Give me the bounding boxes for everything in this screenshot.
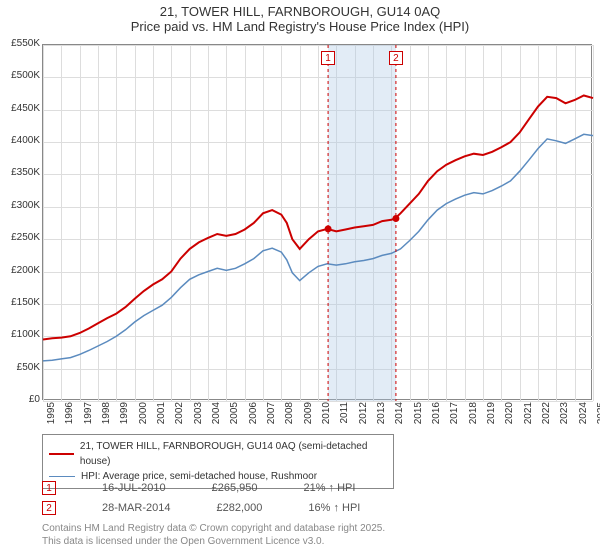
- txn-dot: [325, 225, 332, 232]
- x-tick-label: 2009: [303, 402, 314, 432]
- txn-dot: [392, 215, 399, 222]
- txn-number-box: 1: [321, 51, 335, 65]
- y-tick-label: £350K: [0, 167, 40, 178]
- y-tick-label: £150K: [0, 297, 40, 308]
- chart-title: 21, TOWER HILL, FARNBOROUGH, GU14 0AQ: [0, 4, 600, 19]
- y-tick-label: £200K: [0, 265, 40, 276]
- x-tick-label: 2011: [339, 402, 350, 432]
- y-tick-label: £300K: [0, 200, 40, 211]
- y-tick-label: £0: [0, 394, 40, 405]
- txn-delta: 16% ↑ HPI: [308, 502, 360, 514]
- x-tick-label: 2023: [559, 402, 570, 432]
- chart-subtitle: Price paid vs. HM Land Registry's House …: [0, 19, 600, 34]
- x-tick-label: 2000: [138, 402, 149, 432]
- x-tick-label: 2005: [229, 402, 240, 432]
- footer-line-2: This data is licensed under the Open Gov…: [42, 535, 385, 548]
- x-tick-label: 2020: [504, 402, 515, 432]
- x-tick-label: 1997: [83, 402, 94, 432]
- x-tick-label: 1996: [64, 402, 75, 432]
- txn-date: 16-JUL-2010: [102, 482, 166, 494]
- line-chart-svg: [43, 45, 593, 401]
- plot-area: 12: [42, 44, 592, 400]
- series-line: [43, 96, 593, 340]
- x-tick-label: 2004: [211, 402, 222, 432]
- x-tick-label: 2021: [523, 402, 534, 432]
- txn-delta: 21% ↑ HPI: [303, 482, 355, 494]
- txn-price: £282,000: [216, 502, 262, 514]
- y-tick-label: £250K: [0, 232, 40, 243]
- x-tick-label: 2007: [266, 402, 277, 432]
- x-tick-label: 2010: [321, 402, 332, 432]
- x-tick-label: 2015: [413, 402, 424, 432]
- x-tick-label: 2025: [596, 402, 600, 432]
- title-block: 21, TOWER HILL, FARNBOROUGH, GU14 0AQ Pr…: [0, 0, 600, 36]
- x-tick-label: 2018: [468, 402, 479, 432]
- y-tick-label: £50K: [0, 362, 40, 373]
- x-tick-label: 2008: [284, 402, 295, 432]
- x-tick-label: 2022: [541, 402, 552, 432]
- y-tick-label: £400K: [0, 135, 40, 146]
- table-row: 1 16-JUL-2010 £265,950 21% ↑ HPI: [42, 478, 360, 498]
- txn-price: £265,950: [212, 482, 258, 494]
- x-tick-label: 1995: [46, 402, 57, 432]
- x-tick-label: 2013: [376, 402, 387, 432]
- x-tick-label: 1998: [101, 402, 112, 432]
- x-tick-label: 2001: [156, 402, 167, 432]
- x-tick-label: 2012: [358, 402, 369, 432]
- chart-container: 21, TOWER HILL, FARNBOROUGH, GU14 0AQ Pr…: [0, 0, 600, 560]
- y-tick-label: £550K: [0, 38, 40, 49]
- x-tick-label: 2024: [578, 402, 589, 432]
- x-tick-label: 2019: [486, 402, 497, 432]
- txn-number-box: 2: [389, 51, 403, 65]
- series-line: [43, 134, 593, 361]
- txn-marker-2: 2: [42, 501, 56, 515]
- x-tick-label: 2002: [174, 402, 185, 432]
- x-tick-label: 2003: [193, 402, 204, 432]
- x-tick-label: 2006: [248, 402, 259, 432]
- y-tick-label: £100K: [0, 329, 40, 340]
- footer: Contains HM Land Registry data © Crown c…: [42, 522, 385, 548]
- x-tick-label: 2014: [394, 402, 405, 432]
- x-tick-label: 2017: [449, 402, 460, 432]
- legend-item-property: 21, TOWER HILL, FARNBOROUGH, GU14 0AQ (s…: [49, 439, 387, 469]
- transaction-table: 1 16-JUL-2010 £265,950 21% ↑ HPI 2 28-MA…: [42, 478, 360, 518]
- x-tick-label: 2016: [431, 402, 442, 432]
- footer-line-1: Contains HM Land Registry data © Crown c…: [42, 522, 385, 535]
- legend-swatch-property: [49, 453, 74, 455]
- txn-marker-1: 1: [42, 481, 56, 495]
- x-tick-label: 1999: [119, 402, 130, 432]
- legend-label-property: 21, TOWER HILL, FARNBOROUGH, GU14 0AQ (s…: [80, 439, 387, 469]
- txn-date: 28-MAR-2014: [102, 502, 170, 514]
- table-row: 2 28-MAR-2014 £282,000 16% ↑ HPI: [42, 498, 360, 518]
- y-tick-label: £500K: [0, 70, 40, 81]
- y-tick-label: £450K: [0, 103, 40, 114]
